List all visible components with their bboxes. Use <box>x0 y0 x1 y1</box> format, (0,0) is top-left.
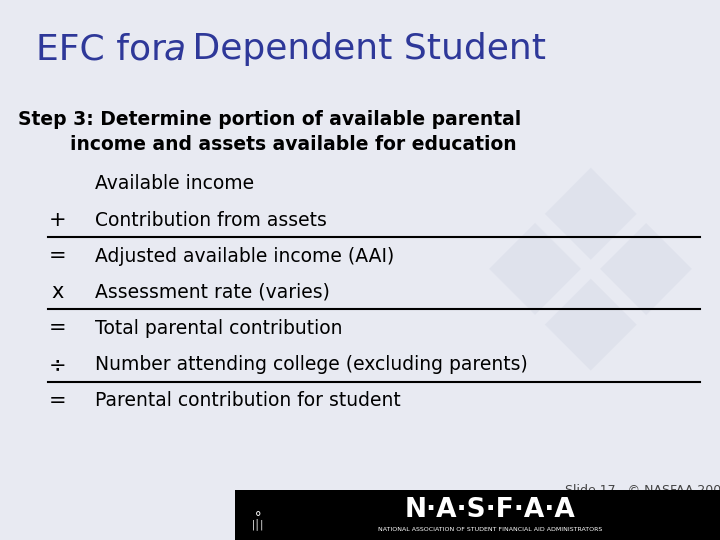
Text: Contribution from assets: Contribution from assets <box>95 211 327 229</box>
Text: ÷: ÷ <box>49 355 67 375</box>
Text: |│|: |│| <box>252 518 264 530</box>
Text: =: = <box>49 318 67 338</box>
Text: Total parental contribution: Total parental contribution <box>95 319 343 338</box>
Text: a: a <box>164 32 186 66</box>
Bar <box>235 490 720 540</box>
Text: NATIONAL ASSOCIATION OF STUDENT FINANCIAL AID ADMINISTRATORS: NATIONAL ASSOCIATION OF STUDENT FINANCIA… <box>378 528 602 532</box>
Text: income and assets available for education: income and assets available for educatio… <box>18 135 517 154</box>
Text: =: = <box>49 246 67 266</box>
Text: Parental contribution for student: Parental contribution for student <box>95 392 401 410</box>
Text: N·A·S·F·A·A: N·A·S·F·A·A <box>405 497 575 523</box>
Text: Dependent Student: Dependent Student <box>181 32 546 66</box>
Text: Number attending college (excluding parents): Number attending college (excluding pare… <box>95 355 528 374</box>
Text: Slide 17   © NASFAA 2006: Slide 17 © NASFAA 2006 <box>565 484 720 497</box>
Text: x: x <box>52 282 64 302</box>
Text: EFC for: EFC for <box>36 32 178 66</box>
Text: +: + <box>49 210 67 230</box>
Text: Assessment rate (varies): Assessment rate (varies) <box>95 282 330 301</box>
Text: Adjusted available income (AAI): Adjusted available income (AAI) <box>95 247 395 266</box>
Text: Step 3: Determine portion of available parental: Step 3: Determine portion of available p… <box>18 110 521 129</box>
Text: ❖: ❖ <box>466 158 714 428</box>
Text: Available income: Available income <box>95 174 254 193</box>
Text: =: = <box>49 391 67 411</box>
Text: ⚬: ⚬ <box>253 509 264 522</box>
